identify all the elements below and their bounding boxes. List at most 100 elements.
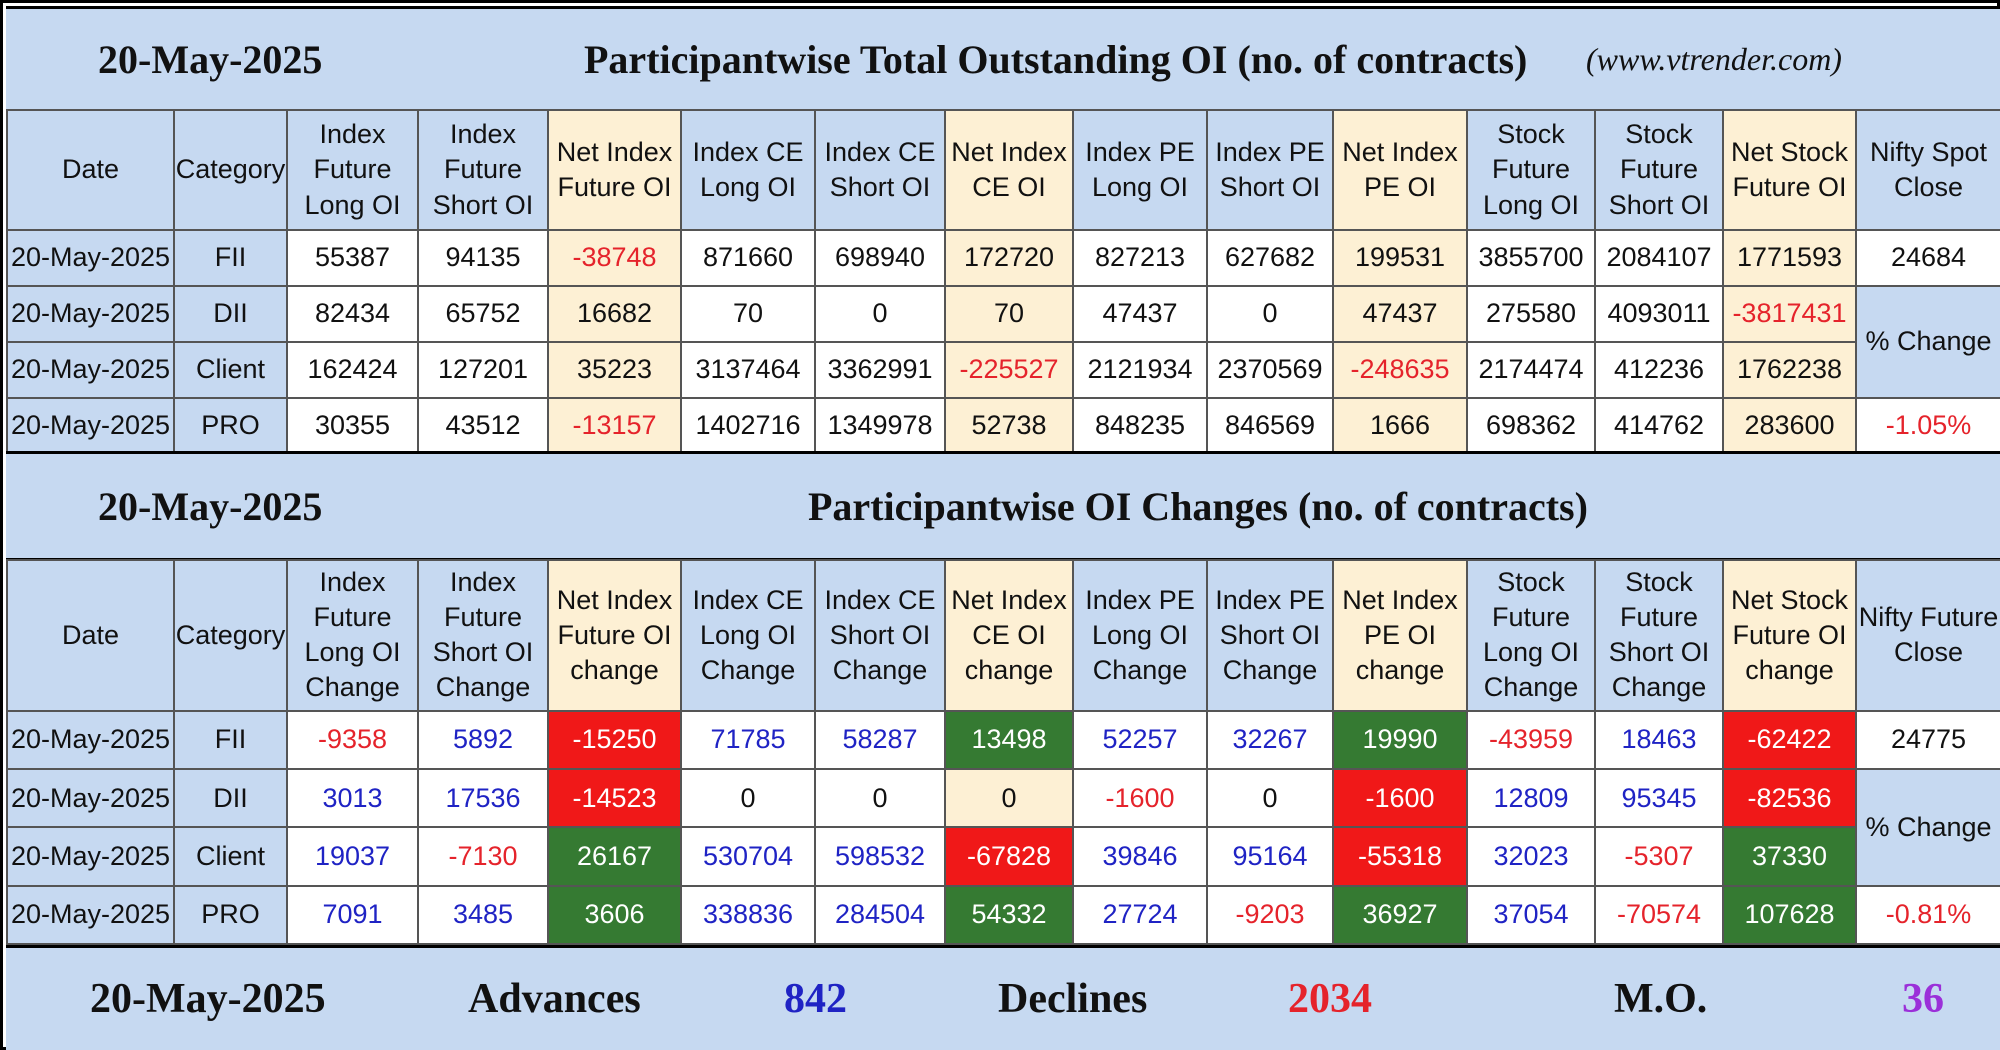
cell-net-stock-future-oi-change: -82536 [1722, 768, 1857, 829]
pct-change-value: -0.81% [1855, 884, 2000, 946]
row-category: FII [173, 229, 288, 287]
header-net-index-future-oi-change: Net Index Future OI change [547, 559, 682, 712]
cell-index-future-long-oi-change: 7091 [286, 884, 419, 946]
cell-stock-future-long-oi: 698362 [1466, 397, 1596, 455]
changes-banner-title: Participantwise OI Changes (no. of contr… [808, 483, 1588, 529]
cell-stock-future-short-oi-change: 18463 [1594, 709, 1724, 771]
header-index-future-long-oi: Index Future Long OI [286, 109, 419, 231]
top-banner: 20-May-2025 Participantwise Total Outsta… [6, 6, 2000, 112]
cell-net-index-pe-oi: -248635 [1332, 341, 1468, 399]
changes-banner-date: 20-May-2025 [98, 483, 323, 529]
cell-net-stock-future-oi: -3817431 [1722, 285, 1857, 343]
cell-index-pe-long-oi: 848235 [1072, 397, 1208, 455]
cell-index-ce-short-oi: 1349978 [814, 397, 946, 455]
cell-net-stock-future-oi-change: 107628 [1722, 884, 1857, 946]
cell-net-index-pe-oi: 1666 [1332, 397, 1468, 455]
cell-index-pe-short-oi: 2370569 [1206, 341, 1334, 399]
row-category: Client [173, 341, 288, 399]
cell-net-stock-future-oi-change: 37330 [1722, 826, 1857, 887]
cell-index-ce-short-oi-change: 598532 [814, 826, 946, 887]
row-date: 20-May-2025 [6, 709, 175, 771]
cell-index-ce-short-oi-change: 284504 [814, 884, 946, 946]
table-row: 20-May-2025 FII -9358 5892 -15250 71785 58287 1… [6, 709, 2000, 771]
cell-net-index-future-oi: 16682 [547, 285, 682, 343]
outstanding-oi-table: Date Category Index Future Long OI Index Fu… [6, 109, 2000, 455]
cell-index-future-long-oi: 55387 [286, 229, 419, 287]
cell-net-index-ce-oi: -225527 [944, 341, 1074, 399]
cell-net-index-ce-oi: 172720 [944, 229, 1074, 287]
header-stock-future-short-oi-change: Stock Future Short OI Change [1594, 559, 1724, 712]
header-index-future-long-oi-change: Index Future Long OI Change [286, 559, 419, 712]
cell-index-pe-short-oi: 846569 [1206, 397, 1334, 455]
header-stock-future-long-oi-change: Stock Future Long OI Change [1466, 559, 1596, 712]
cell-stock-future-long-oi-change: -43959 [1466, 709, 1596, 771]
market-breadth-footer: 20-May-2025 Advances 842 Declines 2034 M… [6, 945, 2000, 1050]
row-category: DII [173, 285, 288, 343]
cell-index-pe-short-oi-change: 0 [1206, 768, 1334, 829]
cell-index-ce-short-oi: 3362991 [814, 341, 946, 399]
header-net-stock-future-oi-change: Net Stock Future OI change [1722, 559, 1857, 712]
cell-index-future-long-oi: 82434 [286, 285, 419, 343]
header-nifty-future-close: Nifty Future Close [1855, 559, 2000, 712]
cell-index-pe-long-oi: 47437 [1072, 285, 1208, 343]
table-row: 20-May-2025 DII 3013 17536 -14523 0 0 0 -1600 0 -1… [6, 768, 2000, 887]
oi-changes-table: Date Category Index Future Long OI Change I… [6, 559, 2000, 946]
cell-index-pe-long-oi: 827213 [1072, 229, 1208, 287]
cell-index-future-short-oi: 65752 [417, 285, 549, 343]
cell-net-index-future-oi-change: 26167 [547, 826, 682, 887]
website-label: (www.vtrender.com) [1586, 40, 1842, 77]
cell-net-index-pe-oi-change: 19990 [1332, 709, 1468, 771]
header-category: Category [173, 559, 288, 712]
cell-index-ce-short-oi: 0 [814, 285, 946, 343]
cell-index-future-short-oi-change: -7130 [417, 826, 549, 887]
cell-index-future-short-oi: 43512 [417, 397, 549, 455]
cell-index-pe-short-oi-change: 32267 [1206, 709, 1334, 771]
header-net-stock-future-oi: Net Stock Future OI [1722, 109, 1857, 231]
cell-index-future-long-oi: 162424 [286, 341, 419, 399]
cell-net-index-pe-oi-change: -55318 [1332, 826, 1468, 887]
top-banner-date: 20-May-2025 [98, 36, 323, 82]
cell-net-index-pe-oi-change: -1600 [1332, 768, 1468, 829]
cell-index-pe-short-oi: 0 [1206, 285, 1334, 343]
cell-net-index-future-oi-change: 3606 [547, 884, 682, 946]
header-date: Date [6, 559, 175, 712]
cell-index-pe-short-oi: 627682 [1206, 229, 1334, 287]
table-row: 20-May-2025 FII 55387 94135 -38748 871660 6989… [6, 229, 2000, 287]
cell-index-ce-short-oi-change: 0 [814, 768, 946, 829]
row-category: PRO [173, 397, 288, 455]
cell-net-index-ce-oi: 70 [944, 285, 1074, 343]
nifty-future-close-value: 24775 [1855, 709, 2000, 771]
row-date: 20-May-2025 [6, 884, 175, 946]
cell-index-future-long-oi: 30355 [286, 397, 419, 455]
header-net-index-pe-oi-change: Net Index PE OI change [1332, 559, 1468, 712]
cell-index-ce-short-oi-change: 58287 [814, 709, 946, 771]
mo-value: 36 [1902, 976, 1944, 1022]
header-net-index-ce-oi: Net Index CE OI [944, 109, 1074, 231]
cell-stock-future-long-oi-change: 37054 [1466, 884, 1596, 946]
cell-index-pe-long-oi-change: 52257 [1072, 709, 1208, 771]
cell-net-index-ce-oi-change: 0 [944, 768, 1074, 829]
header-net-index-ce-oi-change: Net Index CE OI change [944, 559, 1074, 712]
cell-stock-future-short-oi: 414762 [1594, 397, 1724, 455]
cell-index-future-short-oi-change: 17536 [417, 768, 549, 829]
changes-banner: 20-May-2025 Participantwise OI Changes (… [6, 451, 2000, 561]
row-date: 20-May-2025 [6, 341, 175, 399]
header-index-future-short-oi: Index Future Short OI [417, 109, 549, 231]
cell-stock-future-long-oi: 275580 [1466, 285, 1596, 343]
cell-net-index-ce-oi-change: 54332 [944, 884, 1074, 946]
cell-stock-future-long-oi-change: 32023 [1466, 826, 1596, 887]
cell-stock-future-short-oi: 2084107 [1594, 229, 1724, 287]
cell-stock-future-short-oi: 412236 [1594, 341, 1724, 399]
advances-label: Advances [468, 976, 641, 1022]
cell-index-pe-long-oi-change: -1600 [1072, 768, 1208, 829]
cell-stock-future-long-oi: 3855700 [1466, 229, 1596, 287]
cell-index-pe-short-oi-change: 95164 [1206, 826, 1334, 887]
cell-net-index-future-oi: 35223 [547, 341, 682, 399]
header-date: Date [6, 109, 175, 231]
header-index-ce-short-oi-change: Index CE Short OI Change [814, 559, 946, 712]
cell-index-ce-long-oi: 70 [680, 285, 816, 343]
table-row: 20-May-2025 PRO 7091 3485 3606 338836 284504 54… [6, 884, 2000, 946]
cell-index-future-short-oi-change: 3485 [417, 884, 549, 946]
row-category: FII [173, 709, 288, 771]
